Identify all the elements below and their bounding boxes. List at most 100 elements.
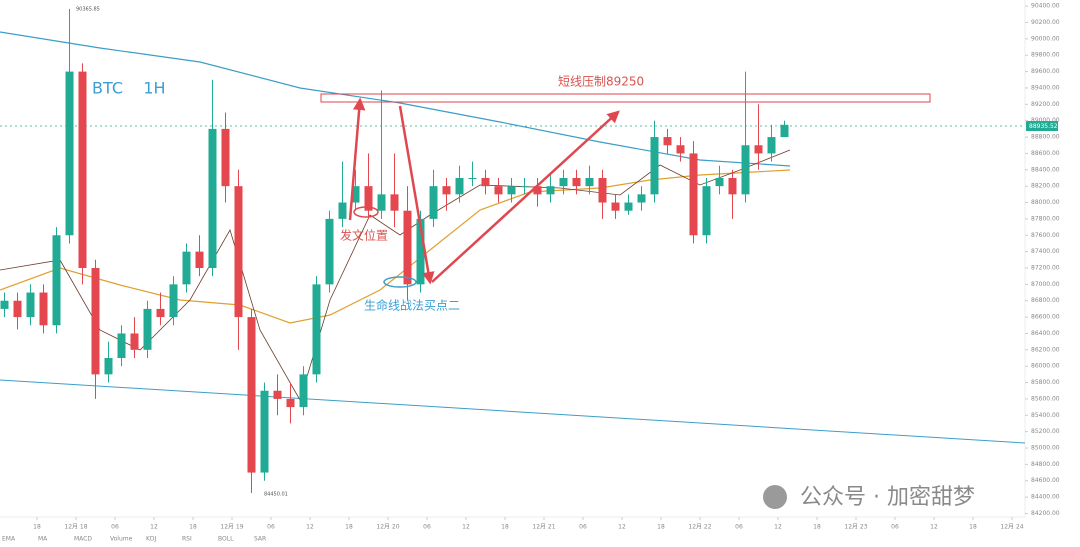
toolbar-item: MA [38, 536, 48, 543]
x-tick-label: 06 [111, 524, 119, 531]
toolbar-item: Volume [110, 536, 133, 543]
candle-body [481, 177, 490, 187]
toolbar: EMA MA MACD Volume KDJ RSI BOLL SAR [2, 536, 266, 543]
candle-body [286, 398, 295, 408]
candle-body [780, 124, 789, 138]
watermark: 公众号 · 加密甜梦 [763, 485, 975, 510]
y-tick-label: 88000.00 [1031, 199, 1060, 206]
y-tick-label: 87600.00 [1031, 232, 1060, 239]
y-tick-label: 87800.00 [1031, 215, 1060, 222]
candle-body [390, 194, 399, 211]
y-tick-label: 86800.00 [1031, 297, 1060, 304]
y-tick-label: 90000.00 [1031, 35, 1060, 42]
candle-body [741, 145, 750, 195]
x-tick-label: 18 [189, 524, 197, 531]
y-tick-label: 85000.00 [1031, 445, 1060, 452]
candle-body [117, 333, 126, 359]
y-tick-label: 90200.00 [1031, 19, 1060, 26]
annotation: 短线压制89250 [558, 75, 644, 89]
candle-body [403, 210, 412, 285]
y-tick-label: 84200.00 [1031, 510, 1060, 517]
price-tag-label: 88935.52 [1029, 123, 1058, 130]
y-tick-label: 87000.00 [1031, 281, 1060, 288]
candle-body [169, 284, 178, 318]
candle-body [351, 186, 360, 203]
candle-body [312, 284, 321, 375]
y-tick-label: 85600.00 [1031, 395, 1060, 402]
x-tick-label: 06 [735, 524, 743, 531]
candle-body [416, 218, 425, 285]
candle-body [689, 153, 698, 236]
watermark-icon [763, 485, 787, 509]
toolbar-item: MACD [74, 536, 92, 543]
y-tick-label: 89400.00 [1031, 84, 1060, 91]
y-tick-label: 87200.00 [1031, 264, 1060, 271]
x-tick-label: 12 [306, 524, 314, 531]
indicators [0, 31, 1026, 444]
candle-body [156, 308, 165, 318]
low-label: 84450.01 [264, 492, 288, 498]
y-tick-label: 88400.00 [1031, 166, 1060, 173]
candle-body [195, 251, 204, 268]
candle-body [273, 390, 282, 399]
candle-body [260, 390, 269, 473]
candle-body [364, 186, 373, 211]
candle-body [468, 177, 477, 179]
y-tick-label: 88800.00 [1031, 134, 1060, 141]
candle-body [702, 186, 711, 236]
x-tick-label: 06 [891, 524, 899, 531]
candle-body [0, 300, 9, 309]
candle-body [234, 186, 243, 318]
candle-body [299, 374, 308, 408]
x-tick-label: 18 [969, 524, 977, 531]
drawings [320, 93, 931, 288]
price-tag [1026, 121, 1058, 131]
arrow-up [348, 97, 366, 221]
x-tick-label: 12 [462, 524, 470, 531]
y-tick-label: 89800.00 [1031, 52, 1060, 59]
y-tick-label: 88200.00 [1031, 183, 1060, 190]
candle-body [143, 308, 152, 350]
ma-mid [0, 169, 791, 324]
symbol-title: BTC 1H [92, 79, 166, 98]
arrow-down [398, 105, 435, 285]
y-tick-label: 85200.00 [1031, 428, 1060, 435]
x-tick-label: 06 [423, 524, 431, 531]
candle-body [585, 177, 594, 187]
x-tick-label: 18 [501, 524, 509, 531]
y-tick-label: 85800.00 [1031, 379, 1060, 386]
y-tick-label: 90400.00 [1031, 3, 1060, 10]
annotation: 生命线战法买点二 [364, 298, 460, 313]
x-tick-label: 06 [579, 524, 587, 531]
post-marker [353, 206, 379, 218]
y-tick-label: 89000.00 [1031, 117, 1060, 124]
x-tick-label: 12 [150, 524, 158, 531]
candle-body [754, 145, 763, 154]
candle-body [494, 186, 503, 195]
candle-body [325, 218, 334, 285]
y-tick-label: 86200.00 [1031, 346, 1060, 353]
candle-body [65, 71, 74, 236]
candle-body [546, 186, 555, 195]
x-tick-label: 18 [345, 524, 353, 531]
candle-body [767, 137, 776, 154]
x-tick-label: 12 [618, 524, 626, 531]
candles [0, 8, 789, 494]
y-tick-label: 89600.00 [1031, 68, 1060, 75]
y-tick-label: 84800.00 [1031, 461, 1060, 468]
candle-body [572, 177, 581, 187]
candle-body [624, 202, 633, 211]
y-tick-label: 88600.00 [1031, 150, 1060, 157]
candle-body [715, 177, 724, 187]
candle-body [598, 177, 607, 203]
y-tick-label: 86600.00 [1031, 314, 1060, 321]
y-tick-label: 86000.00 [1031, 363, 1060, 370]
channel-line [0, 379, 1026, 444]
candle-body [533, 186, 542, 195]
candle-body [637, 194, 646, 203]
y-tick-label: 85400.00 [1031, 412, 1060, 419]
candle-body [13, 300, 22, 318]
x-tick-label: 12月 19 [220, 524, 243, 531]
